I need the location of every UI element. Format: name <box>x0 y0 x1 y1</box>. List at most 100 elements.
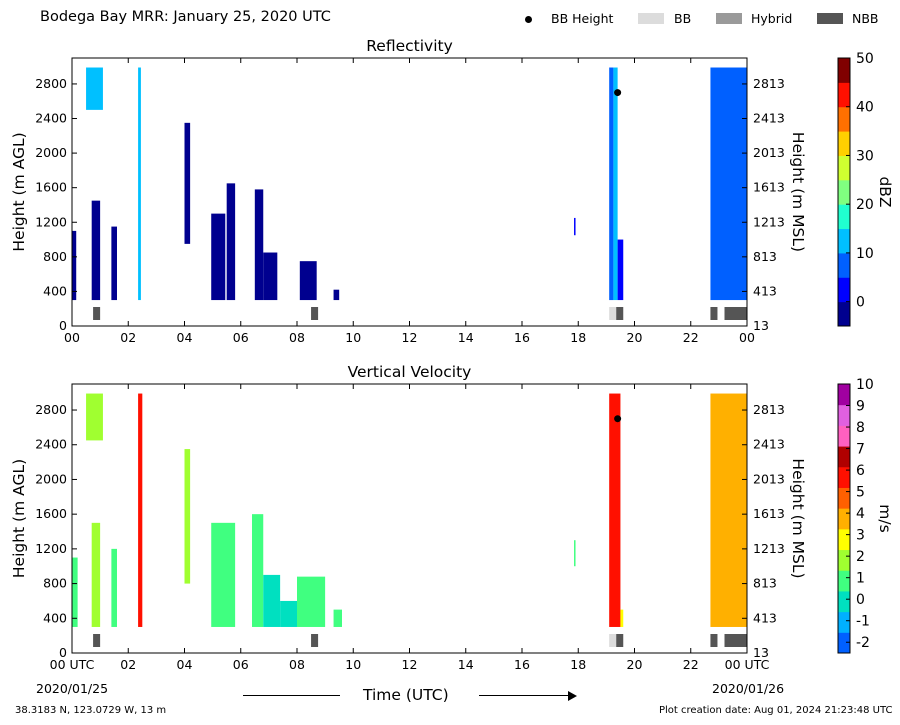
x-tick-label: 16 <box>514 330 530 345</box>
colorbar-tick-label: -2 <box>856 635 870 651</box>
colorbar-tick-label: 2 <box>856 549 865 565</box>
y-tick-label: 0 <box>59 318 67 333</box>
colorbar-segment <box>838 611 850 633</box>
y-tick-label: 2800 <box>35 402 67 417</box>
colorbar-tick-label: 50 <box>856 51 874 67</box>
y-tick-label: 1600 <box>35 506 67 521</box>
y-axis-label: Height (m AGL) <box>10 132 28 251</box>
echo-block <box>710 67 747 301</box>
colorbar-segment <box>838 384 850 406</box>
legend-label-hybrid: Hybrid <box>751 11 793 26</box>
x-tick-label: 08 <box>289 330 305 345</box>
echo-block <box>226 183 236 301</box>
echo-block <box>613 67 618 301</box>
legend-swatch-nbb <box>817 13 843 24</box>
x-tick-label: 00 <box>739 330 755 345</box>
y-tick-label-right: 1613 <box>753 180 785 195</box>
echo-block <box>574 540 576 567</box>
x-tick-label: 14 <box>458 330 474 345</box>
legend-label-bb-height: BB Height <box>551 11 614 26</box>
bb-height-dot-icon <box>525 16 532 23</box>
colorbar-segment <box>838 301 850 327</box>
panel-title: Reflectivity <box>366 37 453 55</box>
echo-block <box>299 261 317 301</box>
y-tick-label: 1200 <box>35 214 67 229</box>
y-tick-label-right: 2013 <box>753 471 785 486</box>
x-axis-title: Time (UTC) <box>363 686 449 704</box>
colorbar-segment <box>838 179 850 205</box>
bb-type-marker <box>609 307 617 320</box>
echo-block <box>297 576 326 627</box>
x-tick-label: 04 <box>177 657 193 672</box>
y-tick-label-right: 413 <box>753 610 777 625</box>
x-tick-label: 12 <box>402 330 418 345</box>
y-tick-label-right: 1213 <box>753 214 785 229</box>
colorbar-segment <box>838 549 850 571</box>
y-tick-label: 2000 <box>35 145 67 160</box>
legend-swatch-hybrid <box>716 13 742 24</box>
echo-block <box>111 548 117 627</box>
x-tick-label: 08 <box>289 657 305 672</box>
y-tick-label: 1200 <box>35 541 67 556</box>
x-tick-label: 16 <box>514 657 530 672</box>
colorbar-segment <box>838 155 850 181</box>
echo-block <box>280 600 297 627</box>
echo-block <box>710 393 747 627</box>
colorbar-tick-label: 40 <box>856 100 874 116</box>
bb-type-marker <box>616 307 624 320</box>
y-tick-label: 1600 <box>35 180 67 195</box>
x-tick-label: 18 <box>570 330 586 345</box>
bb-type-marker <box>311 307 319 320</box>
echo-block <box>138 67 141 301</box>
x-tick-label: 14 <box>458 657 474 672</box>
colorbar-segment <box>838 204 850 230</box>
echo-block <box>91 522 101 627</box>
echo-block <box>211 213 226 301</box>
colorbar-tick-label: 7 <box>856 442 865 458</box>
echo-block <box>86 393 103 441</box>
legend-swatch-bb <box>638 13 664 24</box>
y-axis-label: Height (m AGL) <box>10 459 28 578</box>
colorbar-segment <box>838 446 850 468</box>
colorbar-frame <box>837 57 851 327</box>
colorbar-segment <box>838 466 850 488</box>
arrow-head-icon <box>568 691 577 701</box>
echo-block <box>91 200 101 301</box>
y-tick-label: 2400 <box>35 111 67 126</box>
y-tick-label-right: 2413 <box>753 111 785 126</box>
echo-block <box>252 514 264 627</box>
echo-block <box>609 393 621 627</box>
echo-block <box>263 252 278 301</box>
echo-block <box>620 609 624 627</box>
bb-type-marker <box>609 634 617 647</box>
y-tick-label: 2400 <box>35 437 67 452</box>
x-tick-label: 02 <box>120 330 136 345</box>
echo-block <box>211 522 236 627</box>
colorbar-segment <box>838 404 850 426</box>
echo-block <box>333 609 342 627</box>
y-tick-label-right: 1213 <box>753 541 785 556</box>
colorbar-segment <box>838 528 850 551</box>
colorbar-tick-label: 30 <box>856 148 874 164</box>
colorbar-label: dBZ <box>876 176 894 207</box>
echo-block <box>333 289 340 301</box>
y-tick-label-right: 2813 <box>753 76 785 91</box>
creation-date-label: Plot creation date: Aug 01, 2024 21:23:4… <box>659 705 893 716</box>
colorbar-tick-label: 6 <box>856 463 865 479</box>
bb-type-marker <box>311 634 319 647</box>
colorbar-tick-label: 0 <box>856 295 865 311</box>
y-tick-label: 800 <box>43 249 67 264</box>
echo-block <box>111 226 117 301</box>
x-tick-label: 12 <box>402 657 418 672</box>
colorbar-segment <box>838 131 850 156</box>
colorbar-tick-label: 9 <box>856 399 865 415</box>
echo-block <box>72 230 77 301</box>
x-tick-label: 18 <box>570 657 586 672</box>
bb-type-marker <box>93 634 101 647</box>
colorbar-segment <box>838 58 850 83</box>
end-date-label: 2020/01/26 <box>712 681 785 696</box>
colorbar-segment <box>838 632 850 654</box>
echo-block <box>138 393 143 627</box>
echo-block <box>609 67 614 301</box>
